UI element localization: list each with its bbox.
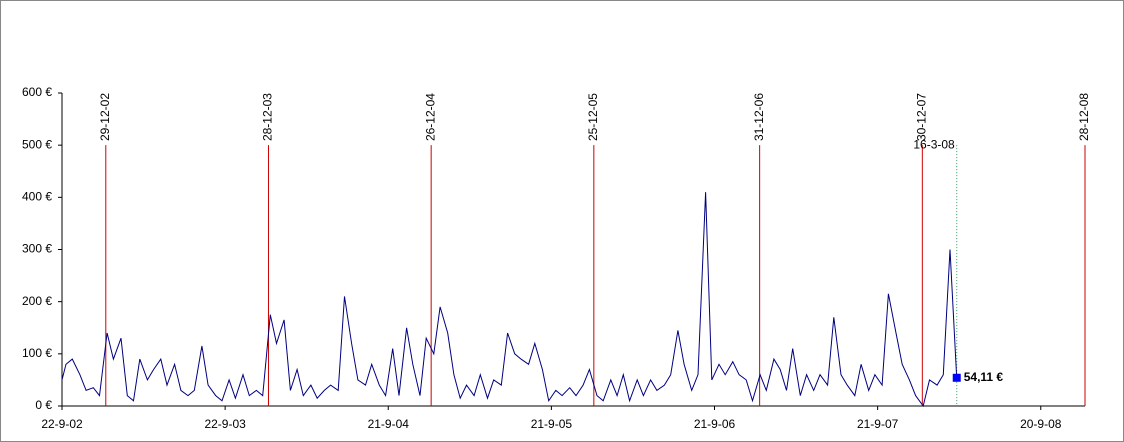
- x-tick-label: 21-9-06: [694, 417, 736, 431]
- y-tick-label: 300 €: [22, 242, 52, 256]
- y-tick-label: 500 €: [22, 137, 52, 151]
- reference-label: 31-12-06: [752, 93, 766, 141]
- y-tick-label: 200 €: [22, 294, 52, 308]
- reference-label: 28-12-03: [261, 93, 275, 141]
- last-value-label: 54,11 €: [964, 370, 1004, 384]
- y-tick-label: 400 €: [22, 190, 52, 204]
- price-line: [61, 192, 958, 408]
- x-tick-label: 21-9-07: [857, 417, 899, 431]
- x-tick-label: 22-9-03: [204, 417, 246, 431]
- reference-label: 28-12-08: [1077, 93, 1091, 141]
- reference-label: 30-12-07: [914, 93, 928, 141]
- x-tick-label: 22-9-02: [41, 417, 83, 431]
- y-tick-label: 600 €: [22, 85, 52, 99]
- reference-label: 25-12-05: [586, 93, 600, 141]
- last-point-marker: [952, 373, 961, 382]
- reference-label: 29-12-02: [98, 93, 112, 141]
- y-tick-label: 0 €: [35, 398, 52, 412]
- x-tick-label: 21-9-05: [531, 417, 573, 431]
- current-date-label: 16-3-08: [913, 137, 955, 151]
- x-tick-label: 20-9-08: [1020, 417, 1062, 431]
- y-tick-label: 100 €: [22, 346, 52, 360]
- reference-label: 26-12-04: [423, 93, 437, 141]
- x-tick-label: 21-9-04: [368, 417, 410, 431]
